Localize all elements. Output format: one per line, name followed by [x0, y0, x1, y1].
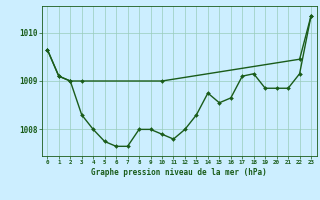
X-axis label: Graphe pression niveau de la mer (hPa): Graphe pression niveau de la mer (hPa)	[91, 168, 267, 177]
